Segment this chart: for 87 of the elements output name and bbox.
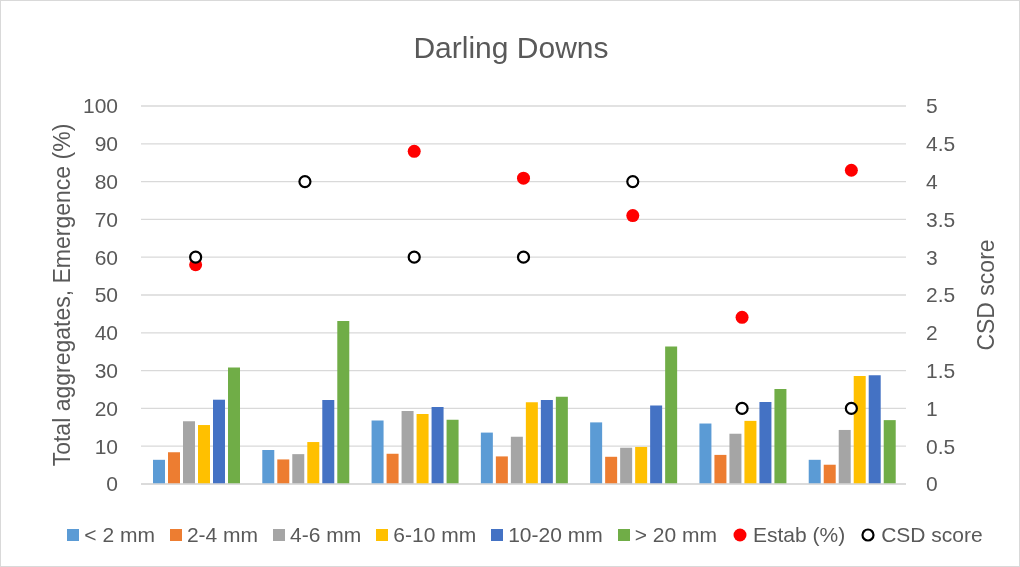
y2-tick-label: 0.5 bbox=[926, 434, 956, 458]
point bbox=[407, 144, 421, 158]
bar bbox=[838, 429, 851, 484]
y2-tick-label: 2.5 bbox=[926, 283, 956, 307]
bar bbox=[853, 375, 866, 484]
y-tick-label: 10 bbox=[94, 434, 118, 458]
y2-tick-label: 4 bbox=[926, 170, 938, 194]
bar bbox=[153, 459, 165, 484]
y2-tick-label: 3.5 bbox=[926, 207, 956, 231]
bar bbox=[401, 411, 414, 484]
y-tick-label: 30 bbox=[94, 359, 118, 383]
point bbox=[298, 175, 312, 189]
bar bbox=[868, 375, 881, 484]
bar bbox=[386, 453, 399, 484]
bar bbox=[307, 442, 320, 484]
legend-label: 2-4 mm bbox=[186, 523, 259, 547]
point bbox=[735, 401, 749, 415]
bar bbox=[808, 459, 821, 484]
bar bbox=[729, 433, 742, 484]
bar bbox=[292, 454, 305, 484]
bar bbox=[168, 452, 180, 484]
point bbox=[626, 175, 640, 189]
y-tick-label: 90 bbox=[94, 132, 118, 156]
bar bbox=[620, 447, 633, 484]
bar bbox=[823, 464, 836, 484]
bar bbox=[446, 419, 459, 484]
y2-tick-label: 4.5 bbox=[926, 132, 956, 156]
bar bbox=[744, 420, 757, 484]
bar bbox=[510, 436, 523, 484]
legend-label: > 20 mm bbox=[634, 523, 717, 547]
bar bbox=[213, 399, 225, 484]
bar bbox=[228, 367, 240, 484]
bar bbox=[525, 402, 538, 484]
legend-label: 6-10 mm bbox=[393, 523, 477, 547]
legend-label: CSD score bbox=[881, 523, 983, 547]
y2-tick-label: 2 bbox=[926, 321, 938, 345]
y-tick-label: 80 bbox=[94, 170, 118, 194]
bar bbox=[431, 406, 444, 484]
bar bbox=[699, 423, 712, 484]
bar bbox=[277, 459, 290, 484]
y-tick-label: 20 bbox=[94, 396, 118, 420]
bar bbox=[371, 420, 384, 484]
bar bbox=[759, 401, 772, 484]
legend-label: < 2 mm bbox=[84, 523, 155, 547]
chart-title: Darling Downs bbox=[413, 31, 609, 64]
bar bbox=[183, 421, 195, 484]
bar bbox=[337, 321, 350, 484]
legend-label: 4-6 mm bbox=[290, 523, 362, 547]
y2-tick-label: 0 bbox=[926, 472, 938, 496]
bar bbox=[774, 389, 787, 484]
y-tick-label: 70 bbox=[94, 207, 118, 231]
bar bbox=[665, 346, 678, 484]
y2-tick-label: 1 bbox=[926, 396, 938, 420]
bar bbox=[650, 405, 663, 484]
y-tick-label: 40 bbox=[94, 321, 118, 345]
y-tick-label: 100 bbox=[82, 94, 118, 118]
bar bbox=[590, 422, 603, 484]
point bbox=[844, 163, 858, 177]
legend-label: 10-20 mm bbox=[508, 523, 603, 547]
point bbox=[626, 209, 640, 223]
bar bbox=[262, 449, 275, 484]
point bbox=[735, 310, 749, 324]
y-tick-label: 0 bbox=[106, 472, 118, 496]
y2-tick-label: 5 bbox=[926, 94, 938, 118]
bar bbox=[883, 420, 896, 484]
bar bbox=[540, 400, 553, 484]
bar bbox=[198, 425, 210, 484]
bar bbox=[322, 400, 335, 484]
bar bbox=[480, 432, 493, 484]
y2-tick-label: 3 bbox=[926, 245, 938, 269]
point bbox=[407, 250, 421, 264]
point bbox=[844, 401, 858, 415]
y-axis-title: Total aggregates, Emergence (%) bbox=[49, 123, 75, 467]
bar bbox=[416, 414, 429, 484]
point bbox=[189, 250, 203, 264]
y-tick-label: 60 bbox=[94, 245, 118, 269]
bar bbox=[714, 454, 727, 484]
bar bbox=[635, 446, 648, 484]
point bbox=[517, 171, 530, 185]
bar bbox=[555, 396, 568, 484]
y-tick-label: 50 bbox=[94, 283, 118, 307]
bar bbox=[605, 456, 618, 484]
bar bbox=[495, 456, 508, 484]
y2-axis-title: CSD score bbox=[973, 239, 999, 351]
point bbox=[516, 250, 531, 264]
y2-tick-label: 1.5 bbox=[926, 359, 956, 383]
legend-label: Estab (%) bbox=[752, 523, 846, 547]
